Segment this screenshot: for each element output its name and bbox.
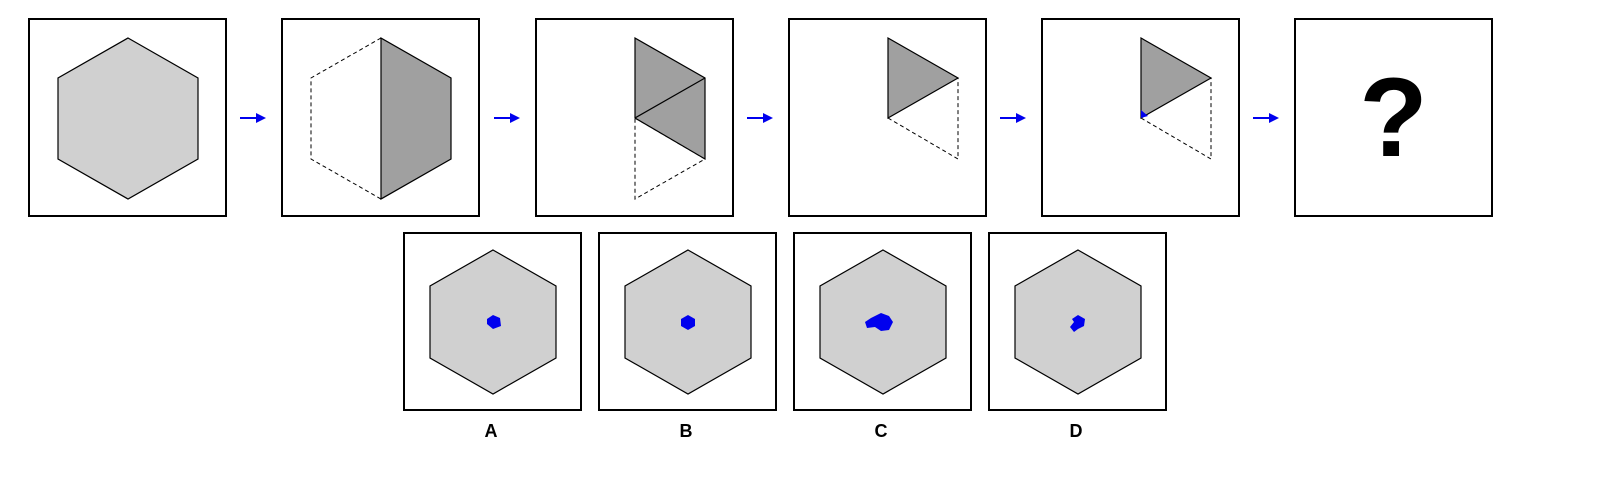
fold-dashed-outline: [887, 78, 959, 160]
folded-sixth-shape: [1140, 36, 1213, 120]
arrow-icon: [1000, 111, 1026, 129]
option-b-box[interactable]: [598, 232, 777, 411]
arrow-icon: [494, 111, 520, 129]
sixth-fold-figure: [887, 36, 960, 160]
option-a-box[interactable]: [403, 232, 582, 411]
folded-half-shape: [380, 36, 452, 201]
fold-dashed-outline: [1140, 78, 1212, 160]
option-d-figure: [1014, 249, 1142, 395]
option-d-box[interactable]: [988, 232, 1167, 411]
fold-crease-line: [634, 77, 706, 119]
punched-fold-figure: [1140, 36, 1213, 160]
step-folded-sixth: [788, 18, 987, 217]
hole-mark: [1070, 315, 1085, 332]
option-a-figure: [429, 249, 557, 395]
quarter-fold-figure: [634, 36, 706, 200]
option-b-figure: [624, 249, 752, 395]
step-folded-quarter: [535, 18, 734, 217]
fold-dashed-outline: [634, 117, 706, 200]
step-punched-hole: [1041, 18, 1240, 217]
arrow-icon: [240, 111, 266, 129]
option-b-label: B: [679, 421, 693, 441]
fold-dashed-outline: [310, 37, 382, 200]
hexagon-figure: [57, 37, 199, 200]
hole-mark: [487, 315, 501, 329]
half-fold-figure: [310, 36, 452, 201]
option-c-box[interactable]: [793, 232, 972, 411]
step-unfolded-hexagon: [28, 18, 227, 217]
step-folded-half: [281, 18, 480, 217]
hole-mark: [865, 313, 893, 331]
arrow-icon: [747, 111, 773, 129]
punched-hole-mark: [1141, 110, 1148, 118]
hexagon-shape: [57, 37, 199, 200]
answer-box: ?: [1294, 18, 1493, 217]
option-c-label: C: [874, 421, 888, 441]
option-c-figure: [819, 249, 947, 395]
arrow-icon: [1253, 111, 1279, 129]
question-mark: ?: [1359, 54, 1428, 180]
hole-mark: [681, 315, 695, 330]
folded-sixth-shape: [887, 36, 960, 120]
option-a-label: A: [484, 421, 498, 441]
option-d-label: D: [1069, 421, 1083, 441]
